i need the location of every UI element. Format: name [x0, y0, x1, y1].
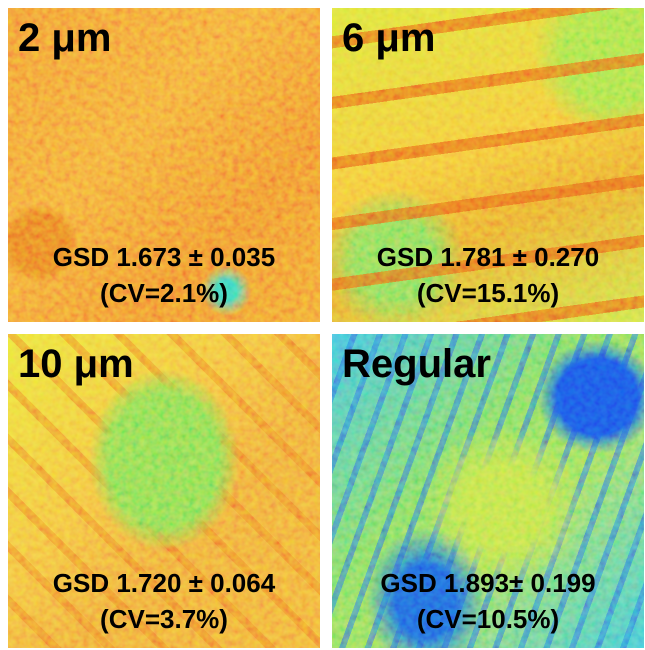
cv-text: (CV=2.1%): [8, 280, 320, 306]
cv-text: (CV=10.5%): [332, 606, 644, 632]
panel-label: 6 μm: [342, 18, 435, 58]
heatmap-panel: 6 μm GSD 1.781 ± 0.270 (CV=15.1%): [332, 8, 644, 322]
gsd-text: GSD 1.893± 0.199: [332, 570, 644, 596]
figure: 2 μm GSD 1.673 ± 0.035 (CV=2.1%) 6 μm GS…: [0, 0, 645, 650]
gsd-text: GSD 1.781 ± 0.270: [332, 244, 644, 270]
gsd-text: GSD 1.720 ± 0.064: [8, 570, 320, 596]
gsd-text: GSD 1.673 ± 0.035: [8, 244, 320, 270]
panel-label: 2 μm: [18, 18, 111, 58]
panel-label: Regular: [342, 344, 491, 384]
cv-text: (CV=15.1%): [332, 280, 644, 306]
cv-text: (CV=3.7%): [8, 606, 320, 632]
heatmap-panel: 10 μm GSD 1.720 ± 0.064 (CV=3.7%): [8, 334, 320, 648]
heatmap-panel: Regular GSD 1.893± 0.199 (CV=10.5%): [332, 334, 644, 648]
heatmap-panel: 2 μm GSD 1.673 ± 0.035 (CV=2.1%): [8, 8, 320, 322]
panel-label: 10 μm: [18, 344, 134, 384]
